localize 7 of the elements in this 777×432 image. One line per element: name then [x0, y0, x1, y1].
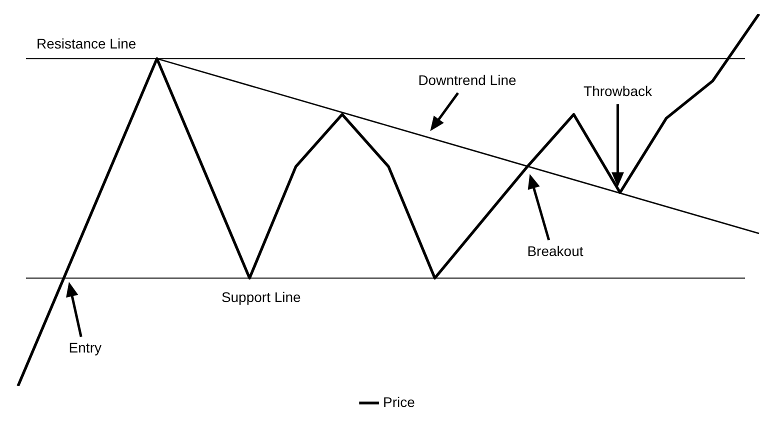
annotation: Entry — [68, 340, 102, 356]
legend-label: Price — [383, 394, 416, 410]
ref-line-label: Support Line — [221, 288, 302, 305]
annotation: Throwback — [584, 82, 653, 99]
annotation: Downtrend Line — [418, 72, 516, 88]
ref-line-label: Resistance Line — [36, 36, 136, 52]
annotation: Breakout — [527, 242, 584, 259]
